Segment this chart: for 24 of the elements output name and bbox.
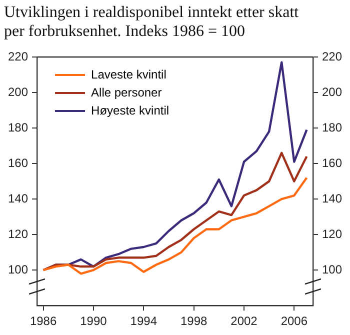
y2-tick-label: 220 [322, 49, 342, 64]
legend-label: Høyeste kvintil [91, 103, 170, 118]
legend-label: Alle personer [91, 85, 162, 100]
x-tick-label: 1986 [30, 314, 57, 328]
y-tick-label: 140 [8, 191, 28, 206]
y2-tick-label: 160 [322, 156, 342, 170]
y-tick-label: 220 [8, 49, 28, 64]
x-tick-label: 2006 [280, 314, 308, 328]
chart-title: Utviklingen i realdisponibel inntekt etter skatt per forbruksenhet. Indeks 1986 = 100 [3, 3, 300, 41]
y2-tick-label: 100 [322, 262, 342, 276]
y2-tick-label: 140 [322, 191, 342, 206]
x-tick-label: 1990 [80, 314, 108, 328]
y2-tick-label: 180 [322, 120, 342, 134]
y-tick-label: 180 [8, 120, 28, 134]
y-tick-label: 160 [8, 156, 28, 170]
y2-tick-label: 120 [322, 226, 342, 241]
y-tick-label: 100 [8, 262, 28, 276]
x-tick-label: 2002 [230, 314, 258, 328]
x-tick-label: 1998 [180, 314, 208, 328]
legend-label: Laveste kvintil [91, 67, 166, 82]
x-tick-label: 1994 [130, 314, 158, 328]
y-tick-label: 200 [8, 84, 28, 99]
y2-tick-label: 200 [322, 84, 342, 99]
y-tick-label: 120 [8, 226, 28, 241]
